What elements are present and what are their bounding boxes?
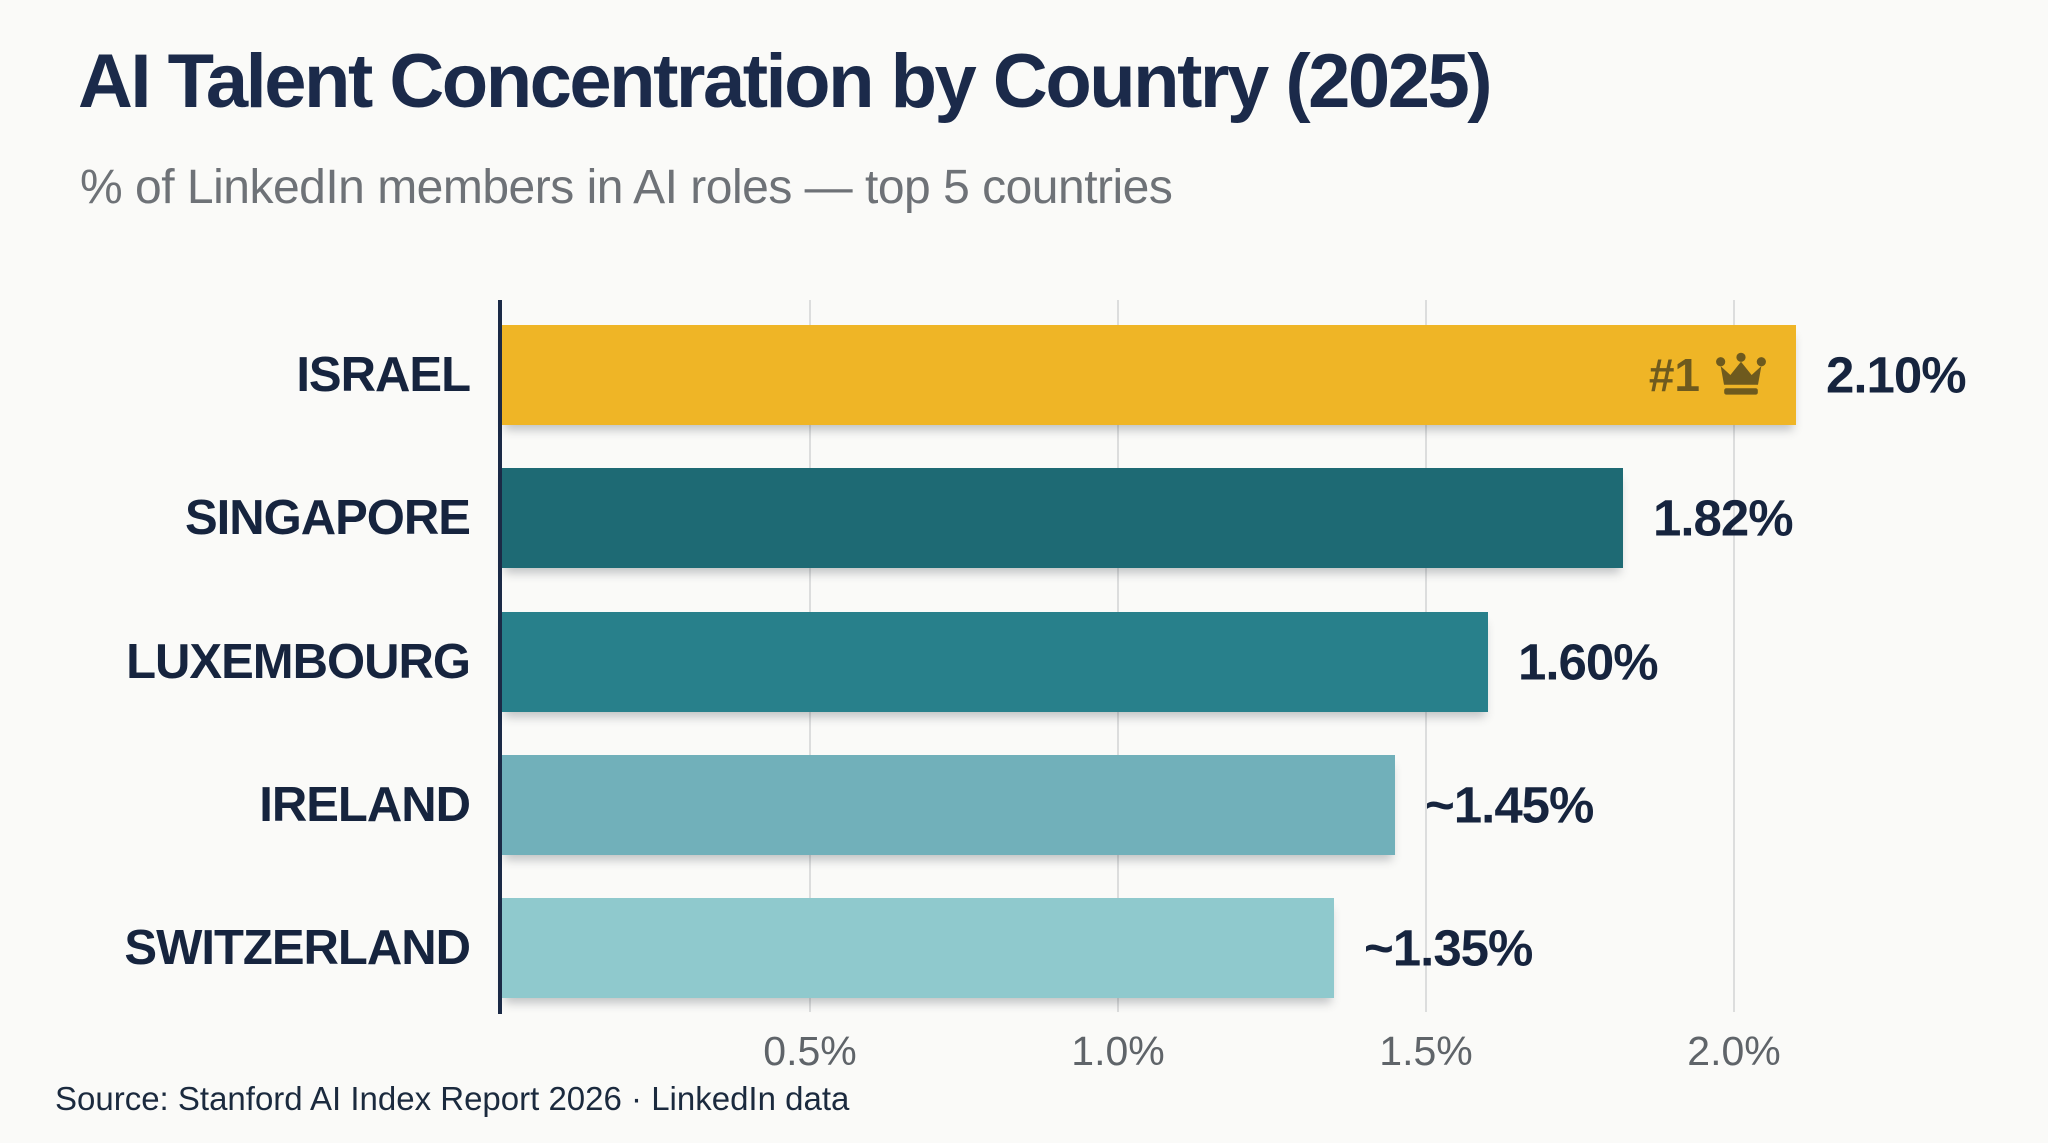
x-tick-2.0%: 2.0% <box>1687 1028 1781 1074</box>
bar-luxembourg <box>502 612 1488 712</box>
x-tick-1.5%: 1.5% <box>1379 1028 1473 1074</box>
value-label-ireland: ~1.45% <box>1425 776 1594 834</box>
chart-title: AI Talent Concentration by Country (2025… <box>78 39 1493 124</box>
crown-icon <box>1716 352 1766 395</box>
value-label-israel: 2.10% <box>1826 346 1967 404</box>
rank-label: #1 <box>1648 349 1700 401</box>
value-label-singapore: 1.82% <box>1653 489 1794 547</box>
rank-badge: #1 <box>1649 348 1770 402</box>
category-label-israel: ISRAEL <box>296 348 471 402</box>
gridline-2.0% <box>1733 300 1735 1012</box>
bar-ireland <box>502 755 1395 855</box>
chart-subtitle: % of LinkedIn members in AI roles — top … <box>80 161 1173 214</box>
category-label-luxembourg: LUXEMBOURG <box>126 635 471 689</box>
value-label-switzerland: ~1.35% <box>1364 919 1533 977</box>
source-note: Source: Stanford AI Index Report 2026 · … <box>55 1080 850 1117</box>
bar-switzerland <box>502 898 1334 998</box>
value-label-luxembourg: 1.60% <box>1518 633 1659 691</box>
y-axis-line <box>498 300 502 1014</box>
category-label-switzerland: SWITZERLAND <box>124 921 471 975</box>
x-tick-1.0%: 1.0% <box>1071 1028 1165 1074</box>
category-label-ireland: IRELAND <box>259 778 471 832</box>
bar-israel: #1 <box>502 325 1796 425</box>
bar-singapore <box>502 468 1623 568</box>
x-tick-0.5%: 0.5% <box>763 1028 857 1074</box>
category-label-singapore: SINGAPORE <box>184 491 471 545</box>
